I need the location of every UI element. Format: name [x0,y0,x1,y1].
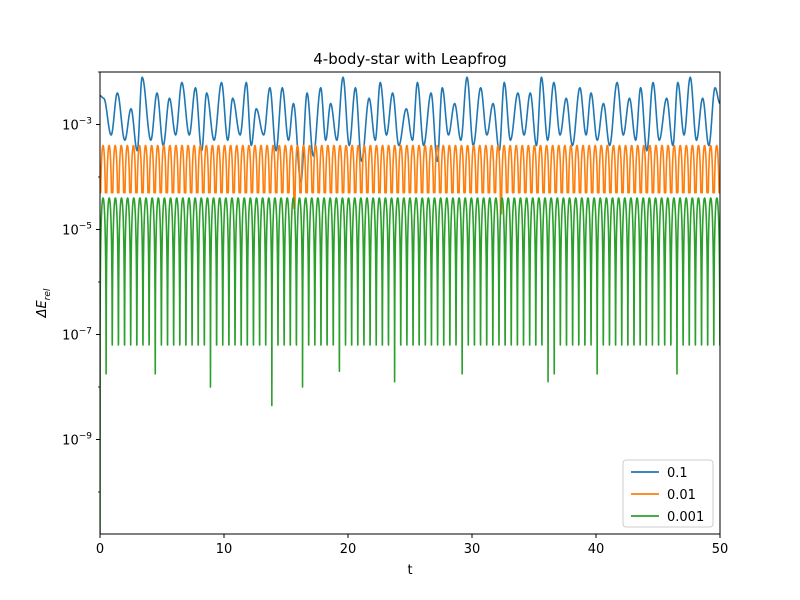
x-tick-label: 30 [464,542,481,557]
y-tick-label: 10−9 [62,432,92,449]
x-tick-label: 10 [216,542,233,557]
y-tick-exponent: −9 [79,432,93,442]
x-tick-label: 40 [588,542,605,557]
plot-frame [99,71,721,535]
y-tick-base: 10 [62,329,79,344]
y-tick-label: 10−3 [62,117,92,134]
series-line-0.01 [100,144,720,215]
chart-title: 4-body-star with Leapfrog [313,50,506,68]
x-axis-label: t [407,563,412,578]
y-tick-base: 10 [62,434,79,449]
series-layer [100,76,720,534]
series-line-0.1 [100,76,720,184]
series-line-0.001 [100,197,720,534]
y-tick-base: 10 [62,119,79,134]
y-tick-label: 10−5 [62,222,92,239]
y-tick-label: 10−7 [62,327,92,344]
legend: 0.1 0.01 0.001 [622,459,714,528]
x-tick-label: 20 [340,542,357,557]
y-axis-label-base: ΔE [35,300,50,319]
x-tick-label: 0 [96,542,104,557]
y-tick-exponent: −3 [79,117,92,127]
legend-label: 0.1 [667,466,688,481]
legend-label: 0.01 [667,488,696,503]
legend-box [622,459,714,528]
y-tick-base: 10 [62,224,79,239]
y-axis-label: ΔErel [35,288,53,318]
y-tick-exponent: −5 [79,222,92,232]
x-tick-label: 50 [712,542,729,557]
legend-label: 0.001 [667,510,704,525]
y-axis-label-subscript: rel [43,288,53,300]
y-tick-exponent: −7 [79,327,92,337]
